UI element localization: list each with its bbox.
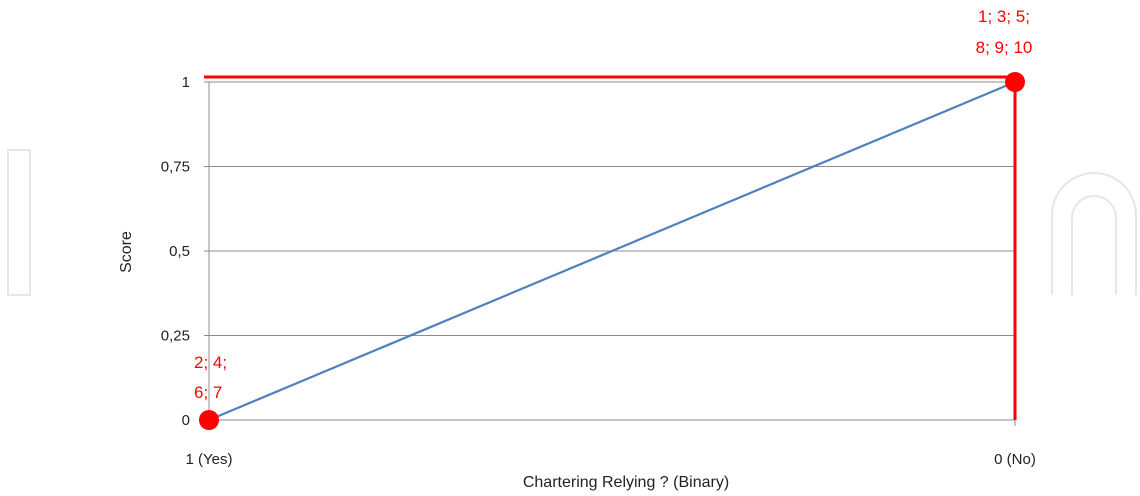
series-line-0 bbox=[208, 80, 1016, 422]
series-layer bbox=[208, 80, 1016, 422]
x-tick-label: 0 (No) bbox=[994, 451, 1036, 468]
data-point-1 bbox=[1005, 72, 1025, 92]
watermark-arch-inner bbox=[1071, 195, 1117, 295]
watermark-arch bbox=[1051, 172, 1137, 295]
watermark-bar bbox=[7, 149, 31, 296]
y-tick-label: 0,75 bbox=[161, 159, 190, 176]
point-label-line: 8; 9; 10 bbox=[976, 38, 1033, 57]
data-point-0 bbox=[199, 410, 219, 430]
point-label-line: 1; 3; 5; bbox=[978, 7, 1030, 26]
y-tick-labels: 0 0,25 0,5 0,75 1 bbox=[161, 74, 190, 429]
highlight-layer bbox=[199, 72, 1025, 430]
x-axis-title: Chartering Relying ? (Binary) bbox=[523, 474, 729, 491]
y-tick-label: 0,25 bbox=[161, 328, 190, 345]
point-label-line: 2; 4; bbox=[194, 353, 227, 372]
point-annotations: 2; 4; 6; 7 1; 3; 5; 8; 9; 10 bbox=[194, 7, 1032, 402]
y-tick-label: 0 bbox=[182, 412, 190, 429]
y-tick-label: 1 bbox=[182, 74, 190, 91]
x-tick-label: 1 (Yes) bbox=[186, 451, 233, 468]
x-tick-labels: 1 (Yes) 0 (No) bbox=[186, 451, 1036, 468]
watermark-shapes bbox=[7, 149, 1137, 296]
y-axis-title: Score bbox=[118, 231, 135, 273]
point-label-line: 6; 7 bbox=[194, 383, 222, 402]
y-tick-label: 0,5 bbox=[169, 243, 190, 260]
